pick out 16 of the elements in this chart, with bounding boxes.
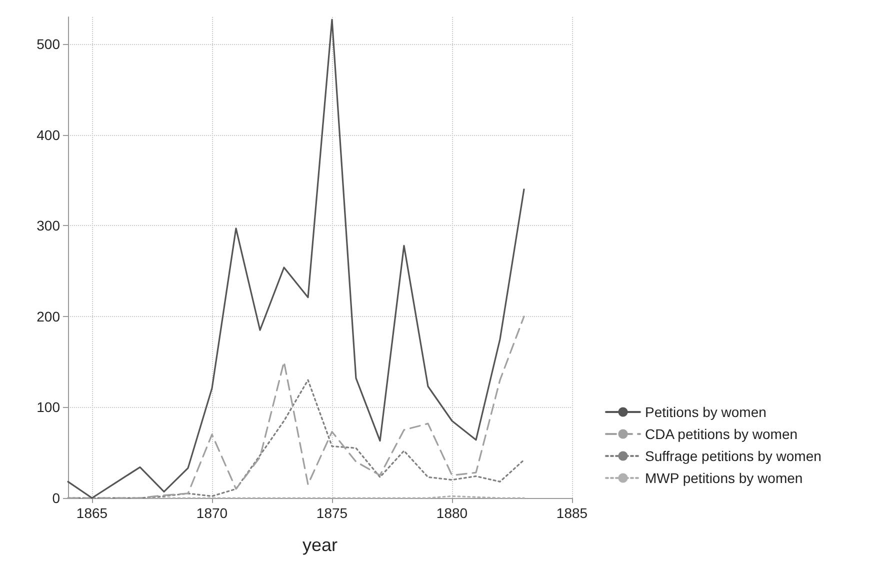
x-tick-label: 1875 <box>316 505 348 521</box>
y-tick-label: 500 <box>36 36 60 52</box>
legend-label: Suffrage petitions by women <box>645 448 822 464</box>
y-tick-label: 400 <box>36 126 60 143</box>
y-tick-label: 0 <box>52 490 60 506</box>
x-tick-label: 1880 <box>436 505 468 521</box>
legend-label: Petitions by women <box>645 404 766 420</box>
x-axis-title: year <box>302 535 338 555</box>
x-tick-label: 1885 <box>556 505 588 521</box>
x-tick-label: 1870 <box>196 505 228 521</box>
legend-label: MWP petitions by women <box>645 470 803 486</box>
legend-label: CDA petitions by women <box>645 426 798 442</box>
y-tick-label: 100 <box>36 399 60 416</box>
y-tick-label: 200 <box>36 308 60 324</box>
x-tick-label: 1865 <box>76 505 108 521</box>
y-tick-label: 300 <box>36 218 60 234</box>
